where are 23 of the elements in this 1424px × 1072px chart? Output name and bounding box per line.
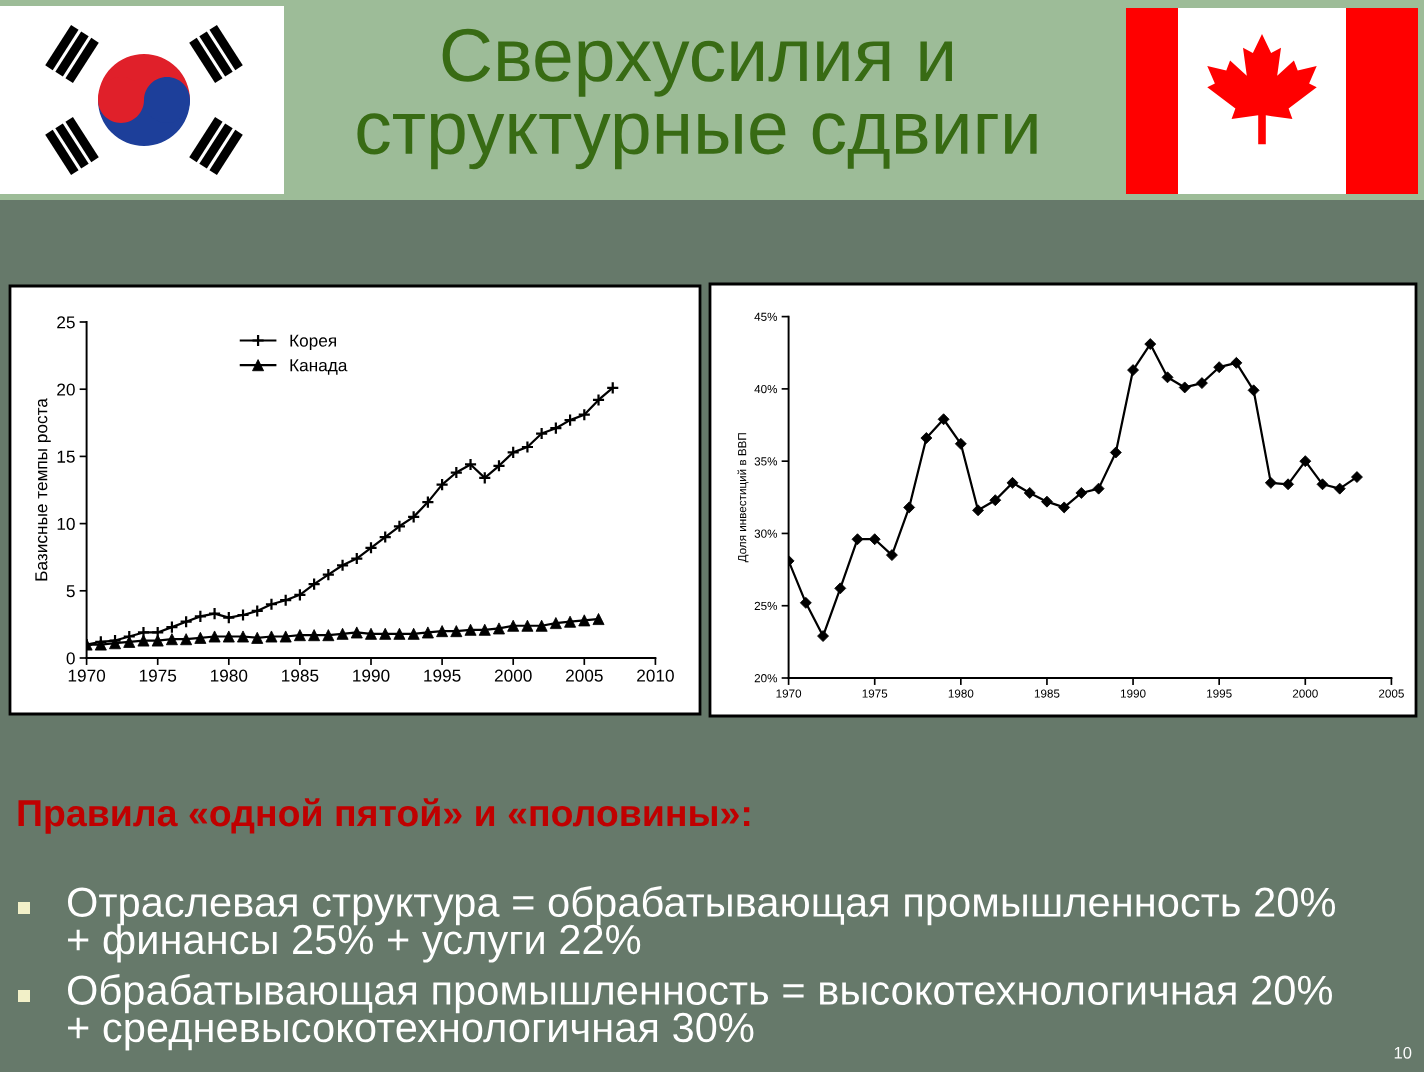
legend-label: Канада (290, 359, 348, 375)
y-tick-label: 20 (57, 383, 75, 396)
x-tick-label: 1990 (353, 669, 390, 682)
y-tick-label: 10 (57, 517, 75, 531)
y-tick-label: 0 (66, 652, 75, 665)
y-tick-label: 15 (57, 450, 75, 463)
x-tick-label: 2000 (494, 669, 532, 682)
x-tick-label: 1980 (210, 669, 248, 682)
legend-label: Корея (290, 334, 336, 351)
x-tick-label: 1970 (68, 669, 106, 682)
x-tick-label: 1995 (424, 669, 461, 682)
x-tick-label: 2005 (566, 669, 603, 682)
text: Сверхусилия и структурные сдвиги (357, 28, 1037, 170)
y-axis-title: Базисные темпы роста (35, 398, 51, 581)
text: 10 (1394, 1046, 1412, 1059)
x-tick-label: 2010 (637, 669, 674, 682)
y-tick-label: 5 (66, 585, 75, 598)
y-tick-label: 25 (57, 316, 75, 329)
x-tick-label: 1975 (139, 669, 177, 682)
text: Правила «одной пятой» и «половины»: (18, 798, 750, 834)
x-tick-label: 1985 (282, 669, 319, 682)
text: Отраслевая структура = обрабатывающая промышленность 20% + финансы 25% + услуги 22% (67, 886, 1336, 963)
text: Обрабатывающая промышленность = высокотехнологичная 20% + средневысокотехнологичная 30% (67, 974, 1333, 1051)
